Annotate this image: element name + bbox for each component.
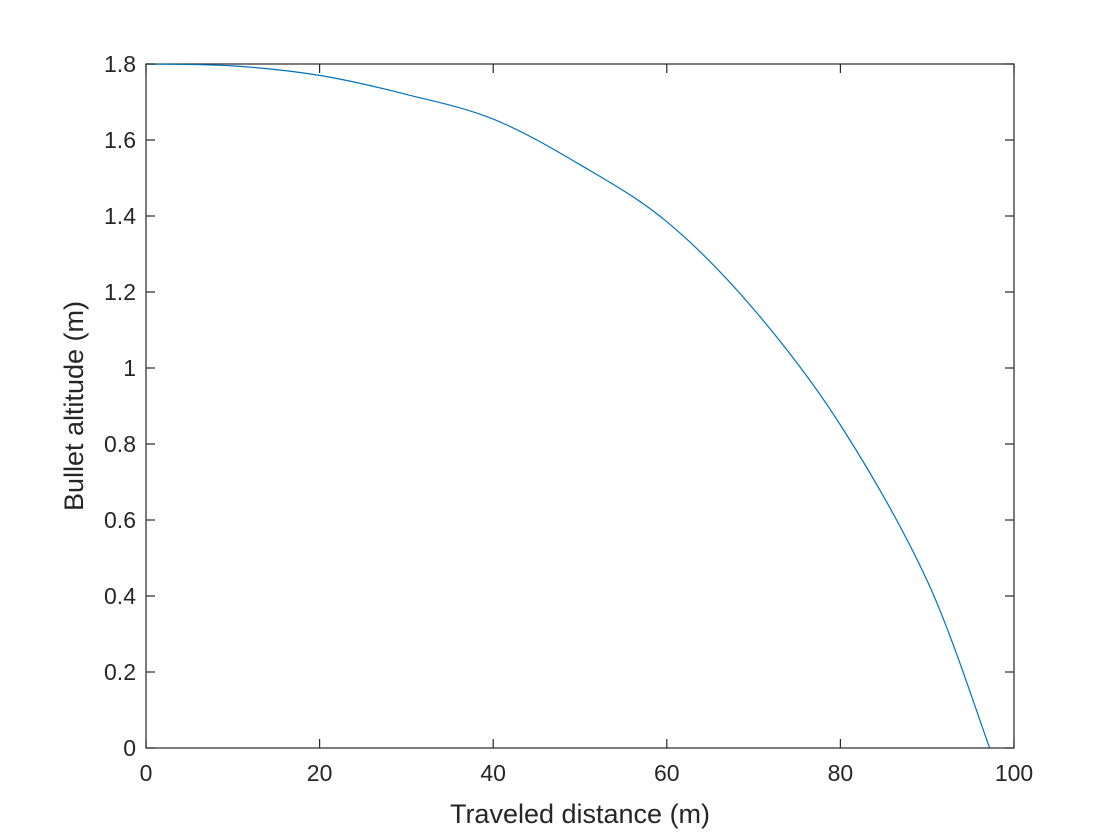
series-layer [145,63,991,749]
y-tick-label: 1 [123,355,136,381]
y-tick-label: 1.8 [104,51,136,77]
y-tick-label: 0.2 [104,659,136,685]
x-tick-label: 100 [995,760,1033,786]
y-tick-label: 0 [123,735,136,761]
x-axis-title: Traveled distance (m) [450,799,710,829]
y-axis-title: Bullet altitude (m) [59,301,89,511]
y-tick-label: 0.4 [104,583,136,609]
y-tick-label: 0.8 [104,431,136,457]
axes-box [145,63,1015,749]
series-line [145,63,991,749]
y-tick-label: 1.4 [104,203,136,229]
x-tick-label: 40 [480,760,506,786]
x-tick-label: 0 [140,760,153,786]
y-tick-label: 0.6 [104,507,136,533]
y-tick-label: 1.2 [104,279,136,305]
y-tick-label: 1.6 [104,127,136,153]
x-tick-label: 60 [654,760,680,786]
x-tick-label: 20 [307,760,333,786]
ticks-layer: 0 20 40 60 80 100 0 0.2 0.4 0.6 0.8 1 1.2 1.4 1.6 1.8 [104,51,1033,786]
x-tick-label: 80 [828,760,854,786]
plot-area [145,63,1015,749]
